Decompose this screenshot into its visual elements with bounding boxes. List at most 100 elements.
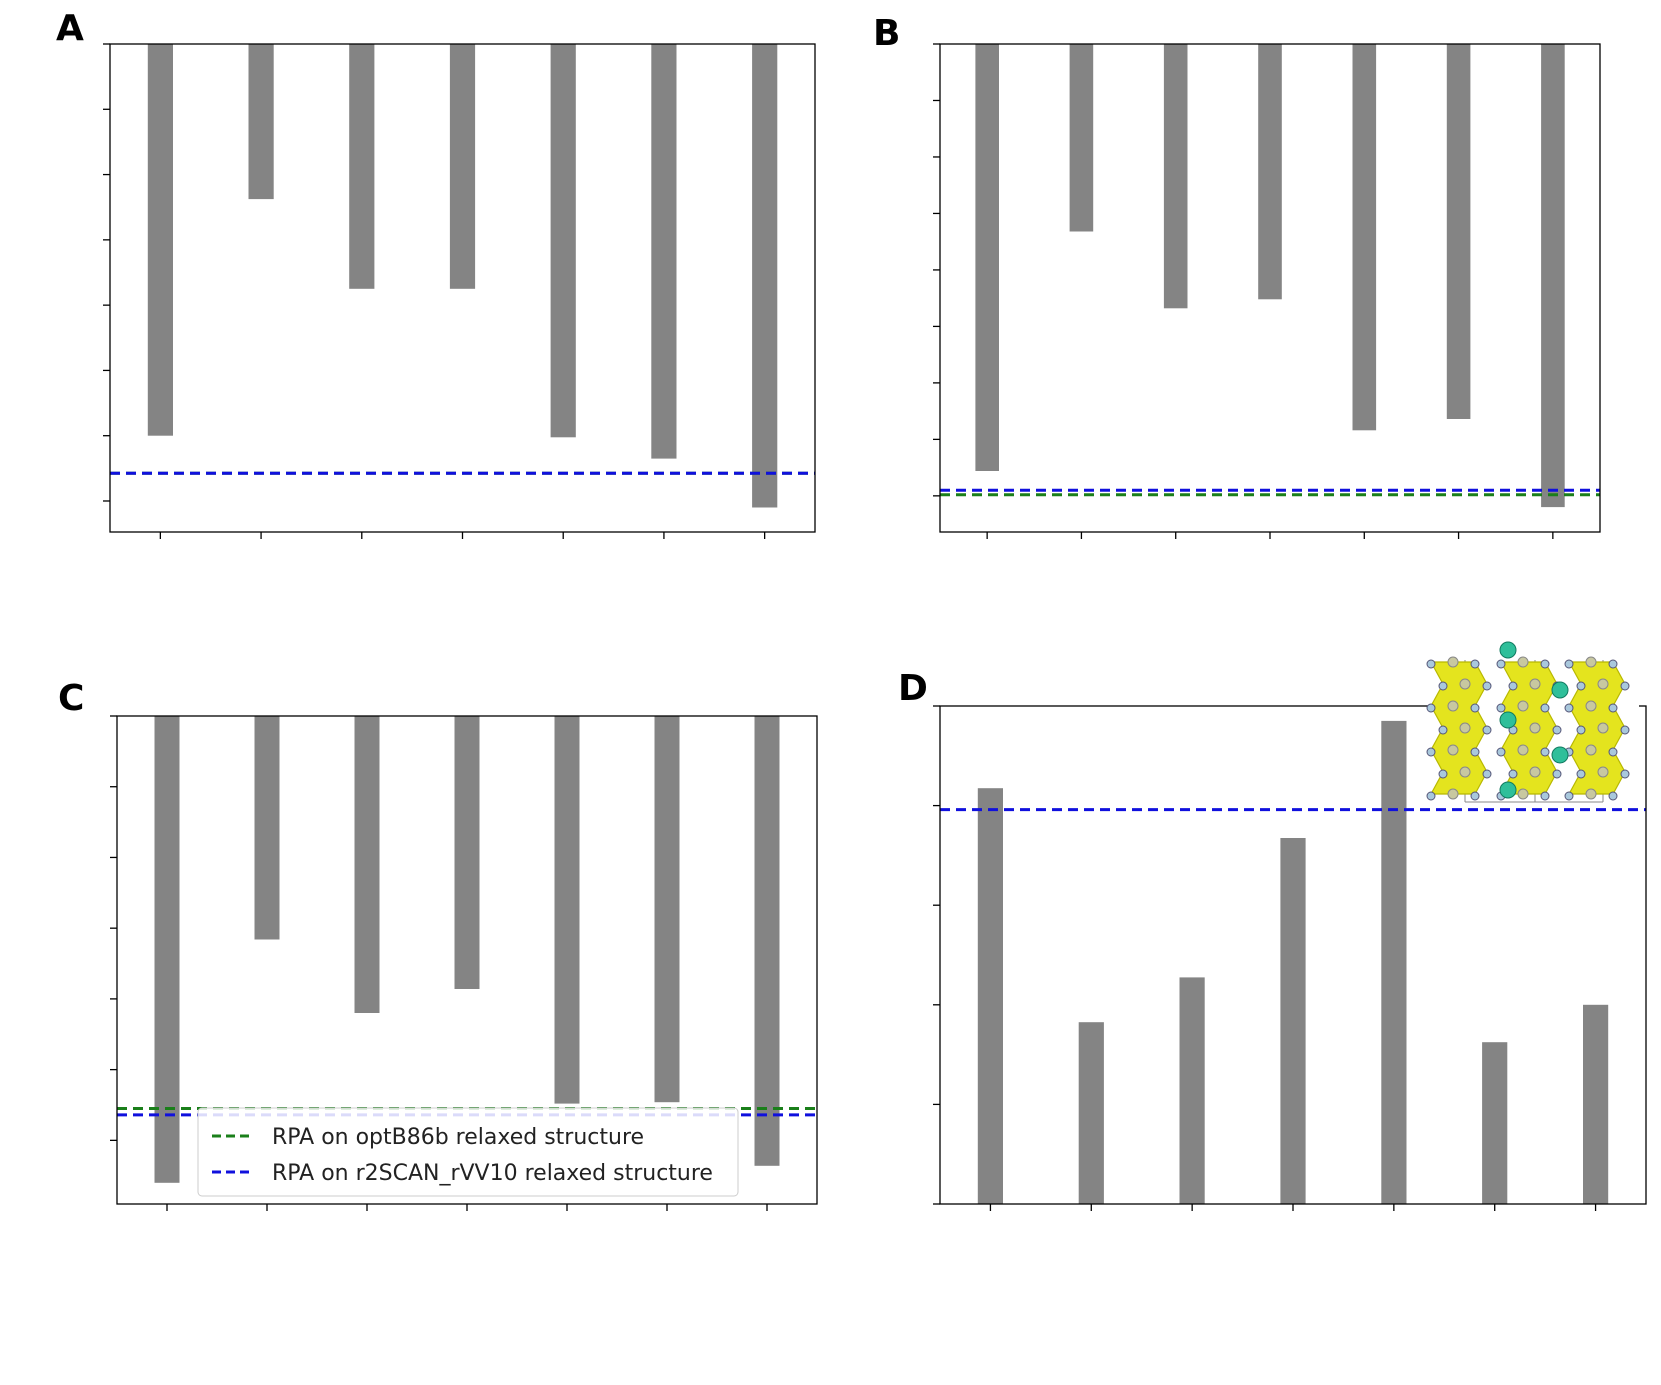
atom bbox=[1508, 769, 1518, 779]
legend-green-label: RPA on optB86b relaxed structure bbox=[272, 1125, 644, 1150]
atom bbox=[1426, 703, 1436, 713]
atom bbox=[1564, 703, 1574, 713]
bar-pbe_d3 bbox=[1446, 44, 1471, 419]
bar-pbe bbox=[1069, 44, 1094, 232]
bar-pbesol bbox=[1163, 44, 1188, 309]
bar-r2scan_rvv10 bbox=[554, 716, 580, 1104]
atom bbox=[1597, 766, 1609, 778]
bar-pbesol bbox=[1179, 977, 1205, 1204]
bar-lda bbox=[977, 788, 1003, 1204]
atom bbox=[1585, 656, 1597, 668]
atom bbox=[1447, 656, 1459, 668]
cation-atom bbox=[1551, 681, 1569, 699]
atom bbox=[1620, 681, 1630, 691]
legend-frame bbox=[197, 1107, 739, 1197]
atom bbox=[1438, 681, 1448, 691]
atom bbox=[1529, 766, 1541, 778]
atom bbox=[1438, 769, 1448, 779]
atom bbox=[1517, 788, 1529, 800]
atom bbox=[1470, 703, 1480, 713]
bar-pbe_d3 bbox=[1482, 1042, 1508, 1204]
atom bbox=[1608, 659, 1618, 669]
bar-optb86b bbox=[752, 44, 778, 508]
bar-pbe bbox=[1078, 1022, 1104, 1204]
atom bbox=[1576, 681, 1586, 691]
atom bbox=[1447, 788, 1459, 800]
atom bbox=[1438, 725, 1448, 735]
panel-c bbox=[110, 715, 818, 1211]
atom bbox=[1517, 656, 1529, 668]
atom bbox=[1459, 678, 1471, 690]
atom bbox=[1540, 747, 1550, 757]
atom bbox=[1496, 703, 1506, 713]
bar-lda bbox=[154, 716, 180, 1183]
bar-pbe bbox=[248, 44, 274, 200]
bar-optb86b bbox=[754, 716, 780, 1166]
atom bbox=[1585, 788, 1597, 800]
atom bbox=[1552, 725, 1562, 735]
bar-pbe_d3 bbox=[654, 716, 680, 1103]
atom bbox=[1608, 747, 1618, 757]
bar-r2scan bbox=[1258, 44, 1282, 300]
atom bbox=[1552, 769, 1562, 779]
legend-blue-label: RPA on r2SCAN_rVV10 relaxed structure bbox=[272, 1161, 713, 1186]
bar-optb86b bbox=[1583, 1004, 1609, 1204]
cation-atom bbox=[1499, 641, 1517, 659]
bar-r2scan_rvv10 bbox=[1352, 44, 1377, 431]
bar-optb86b bbox=[1541, 44, 1565, 508]
atom bbox=[1540, 659, 1550, 669]
panel-letter-d: D bbox=[898, 668, 928, 709]
atom bbox=[1496, 659, 1506, 669]
panel-b bbox=[933, 43, 1601, 539]
atom bbox=[1529, 678, 1541, 690]
atom bbox=[1426, 747, 1436, 757]
atom bbox=[1585, 744, 1597, 756]
atom bbox=[1564, 791, 1574, 801]
atom bbox=[1482, 769, 1492, 779]
bar-pbe_d3 bbox=[651, 44, 677, 459]
atom bbox=[1608, 703, 1618, 713]
legend: RPA on optB86b relaxed structure RPA on … bbox=[197, 1107, 739, 1197]
atom bbox=[1496, 747, 1506, 757]
atom bbox=[1620, 725, 1630, 735]
atom bbox=[1459, 766, 1471, 778]
atom bbox=[1470, 791, 1480, 801]
bar-r2scan bbox=[454, 716, 480, 989]
atom bbox=[1447, 700, 1459, 712]
atom bbox=[1508, 681, 1518, 691]
atom bbox=[1585, 700, 1597, 712]
atom bbox=[1608, 791, 1618, 801]
atom bbox=[1426, 791, 1436, 801]
atom bbox=[1470, 659, 1480, 669]
atom bbox=[1576, 769, 1586, 779]
atom bbox=[1597, 722, 1609, 734]
atom bbox=[1620, 769, 1630, 779]
atom bbox=[1482, 681, 1492, 691]
atom bbox=[1459, 722, 1471, 734]
cation-atom bbox=[1551, 746, 1569, 764]
atom bbox=[1540, 703, 1550, 713]
panel-a bbox=[103, 43, 816, 539]
crystal-structure-inset bbox=[1426, 641, 1639, 804]
atom bbox=[1564, 659, 1574, 669]
bar-r2scan_rvv10 bbox=[1381, 720, 1407, 1204]
bar-lda bbox=[975, 44, 999, 471]
atom bbox=[1426, 659, 1436, 669]
cation-atom bbox=[1499, 711, 1517, 729]
panel-letter-c: C bbox=[58, 678, 84, 719]
bar-r2scan_rvv10 bbox=[550, 44, 576, 438]
atom bbox=[1540, 791, 1550, 801]
atom bbox=[1529, 722, 1541, 734]
bar-lda bbox=[147, 44, 173, 436]
atom bbox=[1470, 747, 1480, 757]
bar-pbe bbox=[254, 716, 280, 940]
bar-r2scan bbox=[1280, 838, 1306, 1204]
panel-d bbox=[933, 705, 1647, 1211]
atom bbox=[1482, 725, 1492, 735]
panel-letter-a: A bbox=[56, 8, 84, 49]
bar-r2scan bbox=[449, 44, 476, 289]
atom bbox=[1447, 744, 1459, 756]
bar-pbesol bbox=[354, 716, 380, 1013]
atom bbox=[1517, 700, 1529, 712]
